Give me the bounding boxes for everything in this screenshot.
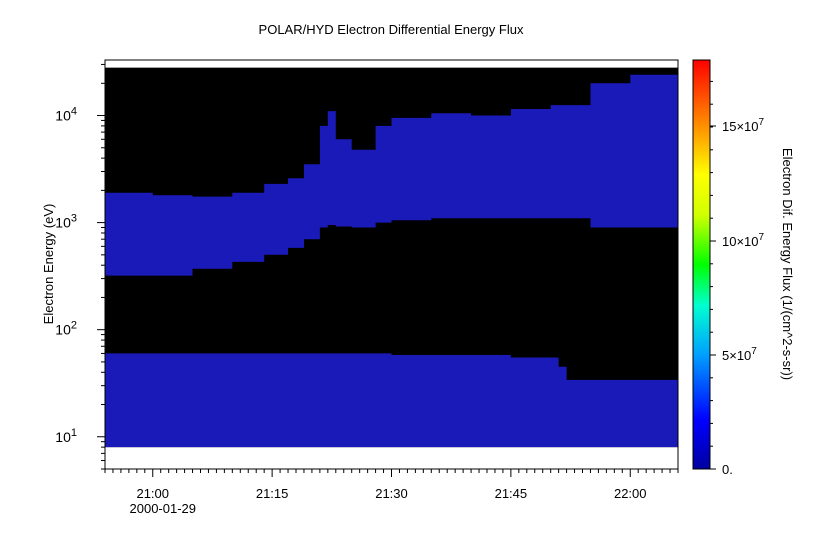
x-tick-label: 21:45 xyxy=(495,486,528,501)
y-axis-label: Electron Energy (eV) xyxy=(41,204,56,325)
y-axis-tick-labels: 101 102 103 104 xyxy=(55,106,77,445)
x-axis-tick-labels: 21:00 21:15 21:30 21:45 22:00 xyxy=(136,486,646,501)
colorbar-ticks xyxy=(710,80,716,470)
colorbar-tick-label: 0. xyxy=(722,462,733,477)
flux-bands xyxy=(105,72,678,448)
x-axis-ticks xyxy=(104,469,679,477)
colorbar-tick-label: 15×107 xyxy=(722,117,765,134)
x-axis-date-label: 2000-01-29 xyxy=(130,501,197,516)
x-tick-label: 21:00 xyxy=(136,486,169,501)
x-tick-label: 21:15 xyxy=(256,486,289,501)
y-tick-label: 104 xyxy=(55,106,77,124)
colorbar-tick-label: 10×107 xyxy=(722,232,765,249)
colorbar-tick-label: 5×107 xyxy=(722,346,757,363)
colorbar xyxy=(692,59,711,470)
x-tick-label: 22:00 xyxy=(614,486,647,501)
chart-title: POLAR/HYD Electron Differential Energy F… xyxy=(259,22,524,37)
flux-band-upper xyxy=(105,72,678,276)
y-axis-ticks xyxy=(97,63,105,470)
y-tick-label: 103 xyxy=(55,213,77,231)
colorbar-label: Electron Dif. Energy Flux (1/(cm^2-s-sr)… xyxy=(780,148,795,380)
y-tick-label: 102 xyxy=(55,320,77,338)
y-tick-label: 101 xyxy=(55,427,77,445)
x-tick-label: 21:30 xyxy=(375,486,408,501)
colorbar-tick-labels: 0. 5×107 10×107 15×107 xyxy=(722,117,765,477)
plot-area xyxy=(105,60,678,469)
flux-band-lower xyxy=(105,353,678,448)
